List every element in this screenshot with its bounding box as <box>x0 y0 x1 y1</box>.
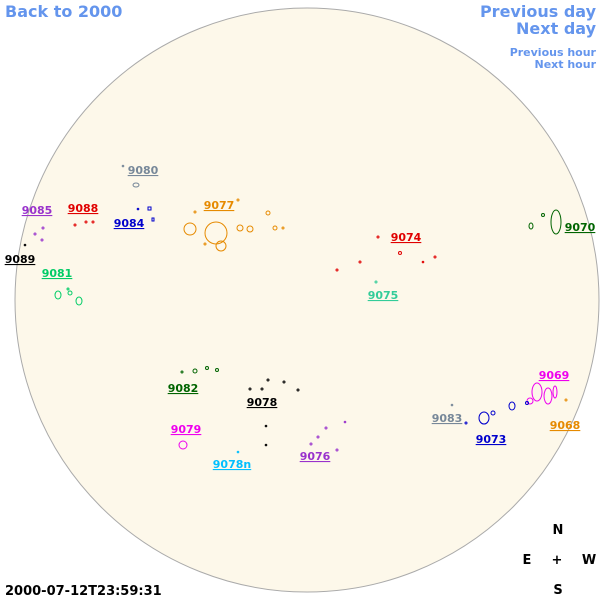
region-label[interactable]: 9069 <box>539 369 570 382</box>
compass: N E + W S <box>523 523 597 598</box>
compass-center: + <box>552 553 563 568</box>
compass-west: W <box>582 553 596 568</box>
region-label[interactable]: 9070 <box>565 221 596 234</box>
region-label[interactable]: 9079 <box>171 423 202 436</box>
region-label[interactable]: 9082 <box>168 382 199 395</box>
region-label[interactable]: 9068 <box>550 419 581 432</box>
region-label[interactable]: 9077 <box>204 199 235 212</box>
sunspots <box>23 164 568 454</box>
region-label[interactable]: 9089 <box>5 253 36 266</box>
region-label[interactable]: 9081 <box>42 267 73 280</box>
next-day-link[interactable]: Next day <box>516 19 597 38</box>
compass-south: S <box>553 583 562 598</box>
region-label[interactable]: 9088 <box>68 202 99 215</box>
region-label[interactable]: 9078n <box>213 458 251 471</box>
next-hour-link[interactable]: Next hour <box>535 58 597 71</box>
region-label[interactable]: 9073 <box>476 433 507 446</box>
region-label[interactable]: 9078 <box>247 396 278 409</box>
previous-day-link[interactable]: Previous day <box>480 2 597 21</box>
region-label[interactable]: 9076 <box>300 450 331 463</box>
region-label[interactable]: 9075 <box>368 289 399 302</box>
timestamp: 2000-07-12T23:59:31 <box>5 584 162 599</box>
compass-north: N <box>553 523 564 538</box>
region-label[interactable]: 9080 <box>128 164 159 177</box>
region-label[interactable]: 9085 <box>22 204 53 217</box>
region-label[interactable]: 9084 <box>114 217 145 230</box>
solar-disk <box>14 7 600 593</box>
region-label[interactable]: 9083 <box>432 412 463 425</box>
compass-east: E <box>523 553 532 568</box>
back-link[interactable]: Back to 2000 <box>5 2 122 21</box>
region-label[interactable]: 9074 <box>391 231 422 244</box>
previous-hour-link[interactable]: Previous hour <box>510 46 597 59</box>
